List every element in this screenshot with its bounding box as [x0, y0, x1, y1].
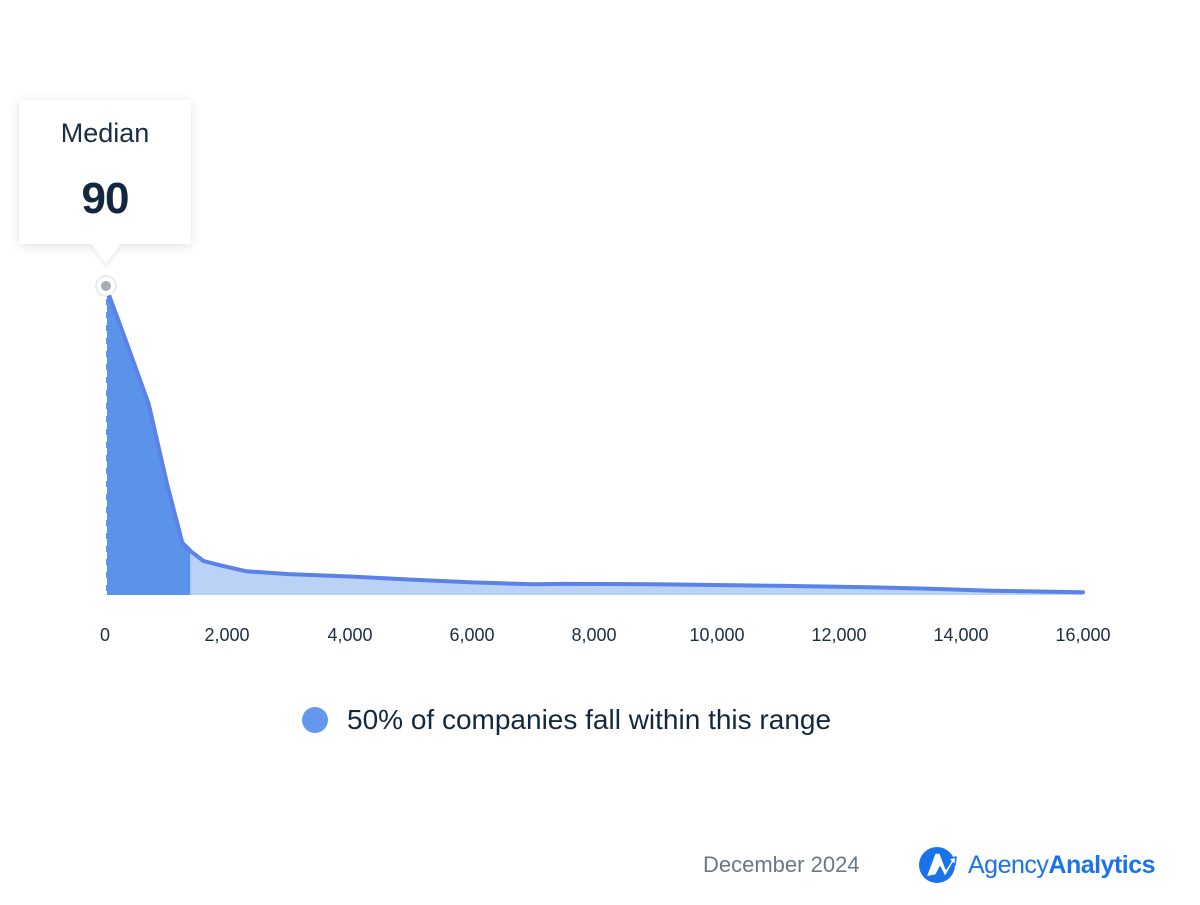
- brand-name-light: Agency: [968, 850, 1049, 879]
- x-tick-label: 6,000: [449, 625, 495, 645]
- distribution-line: [104, 285, 1085, 595]
- tooltip-label: Median: [60, 118, 150, 148]
- tail-area-fill: [190, 550, 1083, 595]
- x-tick-label: 0: [99, 625, 111, 645]
- agencyanalytics-logo-icon: [919, 847, 957, 883]
- tooltip-value: 90: [81, 174, 130, 223]
- x-tick-label: 16,000: [1055, 625, 1111, 645]
- x-tick-label: 12,000: [811, 625, 867, 645]
- brand-name: AgencyAnalytics: [968, 850, 1156, 880]
- brand-logo: AgencyAnalytics: [918, 845, 1156, 885]
- x-tick-label: 4,000: [327, 625, 373, 645]
- x-tick-label: 2,000: [204, 625, 250, 645]
- brand-name-bold: Analytics: [1048, 850, 1156, 879]
- legend-swatch-icon: [302, 707, 328, 733]
- legend: 50% of companies fall within this range: [302, 704, 831, 736]
- x-tick-label: 8,000: [571, 625, 617, 645]
- legend-label: 50% of companies fall within this range: [347, 704, 832, 735]
- footer-date: December 2024: [703, 852, 860, 877]
- median-range-fill: [106, 287, 191, 595]
- x-tick-label: 14,000: [933, 625, 989, 645]
- median-tooltip: Median 90: [19, 100, 191, 244]
- median-marker-dot: [101, 281, 111, 291]
- x-tick-label: 10,000: [689, 625, 745, 645]
